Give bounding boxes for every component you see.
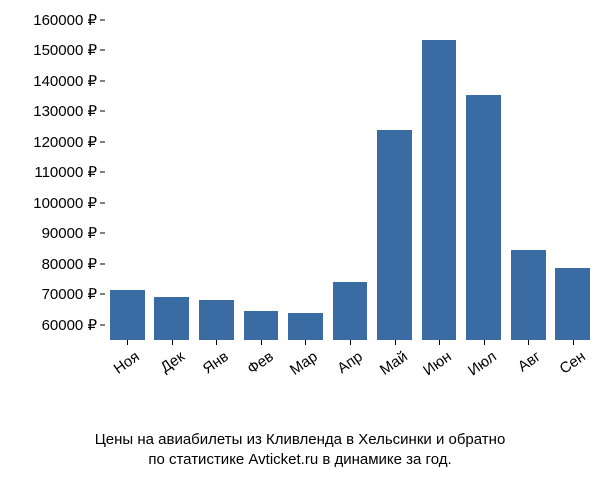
y-tick-label: 160000 ₽	[2, 11, 97, 29]
x-tick-label: Апр	[318, 348, 365, 388]
bar	[199, 300, 234, 340]
bars-group	[105, 20, 595, 340]
x-tick-mark	[350, 340, 351, 345]
caption-line-1: Цены на авиабилеты из Кливленда в Хельси…	[95, 431, 506, 448]
y-tick-label: 140000 ₽	[2, 72, 97, 90]
x-tick-label: Янв	[185, 348, 232, 388]
x-axis: НояДекЯнвФевМарАпрМайИюнИюлАвгСен	[105, 340, 595, 400]
x-tick-label: Ноя	[96, 348, 143, 388]
y-tick-label: 60000 ₽	[2, 316, 97, 334]
bar	[377, 130, 412, 340]
caption-line-2: по статистике Avticket.ru в динамике за …	[148, 451, 451, 468]
x-tick-mark	[395, 340, 396, 345]
x-tick-label: Авг	[496, 348, 543, 388]
x-tick-mark	[127, 340, 128, 345]
y-tick-label: 130000 ₽	[2, 102, 97, 120]
x-tick-label: Май	[363, 348, 410, 388]
price-chart: 60000 ₽ 70000 ₽ 80000 ₽ 90000 ₽ 100000 ₽ 1100…	[0, 20, 600, 400]
bar	[154, 297, 189, 340]
bar	[466, 95, 501, 340]
x-tick-mark	[573, 340, 574, 345]
x-tick-mark	[172, 340, 173, 345]
x-tick-mark	[439, 340, 440, 345]
bar	[288, 313, 323, 340]
y-axis: 60000 ₽ 70000 ₽ 80000 ₽ 90000 ₽ 100000 ₽ 1100…	[0, 20, 105, 340]
bar	[555, 268, 590, 340]
x-tick-mark	[216, 340, 217, 345]
bar	[422, 40, 457, 340]
y-tick-label: 120000 ₽	[2, 133, 97, 151]
y-tick-label: 90000 ₽	[2, 224, 97, 242]
y-tick-label: 110000 ₽	[2, 163, 97, 181]
x-tick-label: Мар	[274, 348, 321, 388]
bar	[110, 290, 145, 340]
bar	[333, 282, 368, 340]
y-tick-label: 150000 ₽	[2, 41, 97, 59]
x-tick-mark	[484, 340, 485, 345]
x-tick-label: Фев	[229, 348, 276, 388]
plot-area	[105, 20, 595, 340]
x-tick-label: Июн	[407, 348, 454, 388]
x-tick-mark	[261, 340, 262, 345]
x-tick-label: Июл	[452, 348, 499, 388]
y-tick-label: 70000 ₽	[2, 285, 97, 303]
x-tick-label: Сен	[541, 348, 588, 388]
bar	[244, 311, 279, 340]
x-tick-label: Дек	[140, 348, 187, 388]
y-tick-label: 80000 ₽	[2, 255, 97, 273]
chart-caption: Цены на авиабилеты из Кливленда в Хельси…	[0, 430, 600, 471]
x-tick-mark	[305, 340, 306, 345]
bar	[511, 250, 546, 340]
y-tick-label: 100000 ₽	[2, 194, 97, 212]
x-tick-mark	[528, 340, 529, 345]
